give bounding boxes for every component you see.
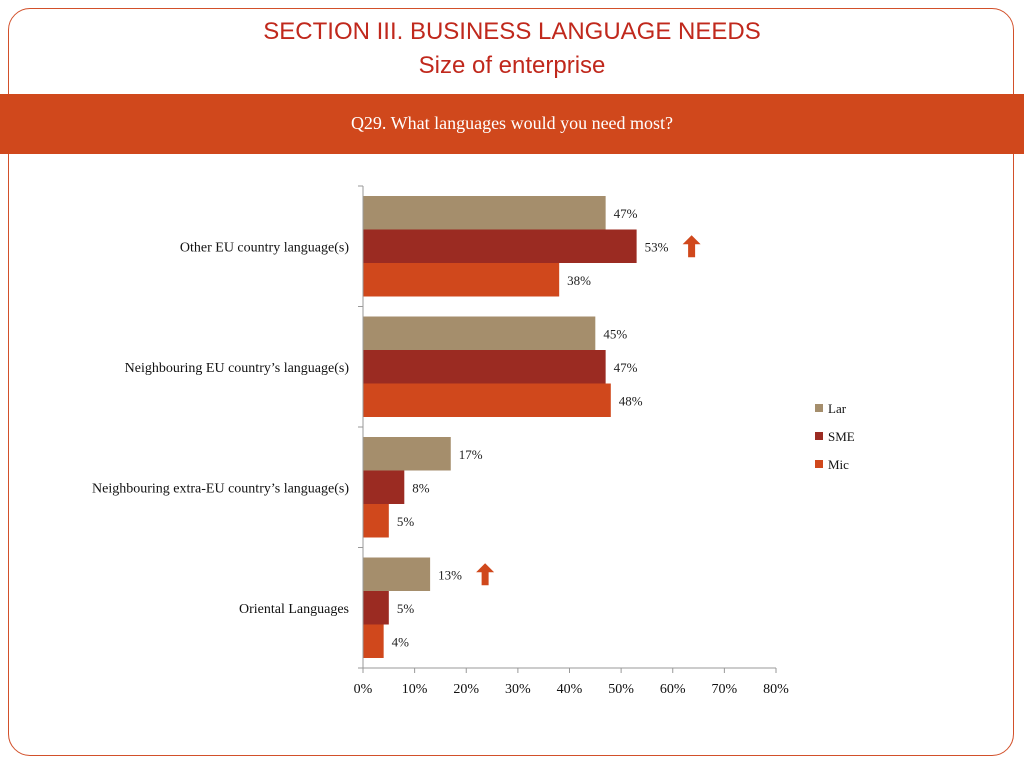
legend-swatch-lar — [815, 404, 823, 412]
data-label: 13% — [438, 567, 462, 582]
data-label: 48% — [619, 393, 643, 408]
legend-label: Lar — [828, 401, 847, 416]
legend-swatch-sme — [815, 432, 823, 440]
data-label: 47% — [614, 360, 638, 375]
question-text: Q29. What languages would you need most? — [350, 113, 674, 133]
x-tick-label: 20% — [453, 682, 479, 697]
bar-mic-3 — [363, 624, 384, 658]
x-tick-label: 40% — [557, 682, 583, 697]
data-label: 45% — [603, 326, 627, 341]
category-label: Other EU country language(s) — [180, 240, 349, 255]
bar-lar-0 — [363, 196, 606, 230]
data-label: 5% — [397, 601, 415, 616]
category-label: Oriental Languages — [239, 602, 349, 617]
x-tick-label: 60% — [660, 682, 686, 697]
question-band — [0, 94, 1024, 154]
data-label: 53% — [645, 239, 669, 254]
bar-sme-1 — [363, 350, 606, 384]
bar-mic-2 — [363, 504, 389, 538]
category-label: Neighbouring extra-EU country’s language… — [92, 481, 349, 496]
x-tick-label: 0% — [354, 682, 373, 697]
data-label: 5% — [397, 514, 415, 529]
bar-lar-1 — [363, 316, 596, 350]
bar-sme-2 — [363, 470, 405, 504]
legend-label: Mic — [828, 457, 849, 472]
bar-lar-3 — [363, 557, 431, 591]
x-tick-label: 70% — [712, 682, 738, 697]
legend-swatch-mic — [815, 460, 823, 468]
x-tick-label: 50% — [608, 682, 634, 697]
x-tick-label: 80% — [763, 682, 789, 697]
up-arrow-icon — [476, 563, 495, 586]
data-label: 47% — [614, 206, 638, 221]
category-label: Neighbouring EU country’s language(s) — [125, 361, 350, 376]
data-label: 38% — [567, 273, 591, 288]
data-label: 4% — [392, 634, 410, 649]
x-tick-label: 30% — [505, 682, 531, 697]
legend-label: SME — [828, 429, 855, 444]
data-label: 8% — [412, 480, 430, 495]
slide-frame — [8, 8, 1014, 756]
bar-sme-3 — [363, 591, 389, 625]
slide-title: SECTION III. BUSINESS LANGUAGE NEEDS — [263, 18, 761, 45]
bar-sme-0 — [363, 229, 637, 263]
up-arrow-icon — [682, 235, 701, 258]
slide-subtitle: Size of enterprise — [418, 52, 606, 79]
x-tick-label: 10% — [402, 682, 428, 697]
data-label: 17% — [459, 447, 483, 462]
bar-lar-2 — [363, 437, 451, 471]
bar-mic-1 — [363, 383, 611, 417]
bar-mic-0 — [363, 263, 560, 297]
